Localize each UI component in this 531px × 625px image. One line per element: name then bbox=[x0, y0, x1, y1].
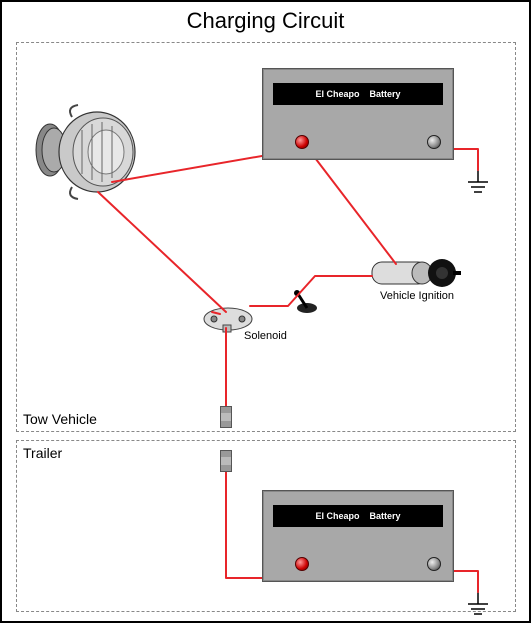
battery-bottom: El Cheapo Battery bbox=[262, 490, 454, 582]
battery-bottom-terminal-neg bbox=[427, 557, 441, 571]
battery-top-label-left: El Cheapo bbox=[315, 89, 359, 99]
battery-bottom-label-left: El Cheapo bbox=[315, 511, 359, 521]
label-vehicle-ignition: Vehicle Ignition bbox=[380, 290, 454, 302]
diagram-frame: Charging Circuit Tow Vehicle Trailer bbox=[0, 0, 531, 623]
panel-trailer-label: Trailer bbox=[23, 445, 62, 461]
connector-top bbox=[220, 406, 232, 428]
battery-bottom-label-right: Battery bbox=[370, 511, 401, 521]
label-solenoid: Solenoid bbox=[244, 330, 287, 342]
battery-top-label-right: Battery bbox=[370, 89, 401, 99]
panel-tow-label: Tow Vehicle bbox=[23, 411, 97, 427]
battery-top-strip: El Cheapo Battery bbox=[273, 83, 443, 105]
battery-top: El Cheapo Battery bbox=[262, 68, 454, 160]
diagram-title: Charging Circuit bbox=[2, 8, 529, 34]
battery-top-terminal-pos bbox=[295, 135, 309, 149]
connector-bottom bbox=[220, 450, 232, 472]
battery-bottom-strip: El Cheapo Battery bbox=[273, 505, 443, 527]
battery-bottom-terminal-pos bbox=[295, 557, 309, 571]
battery-top-terminal-neg bbox=[427, 135, 441, 149]
